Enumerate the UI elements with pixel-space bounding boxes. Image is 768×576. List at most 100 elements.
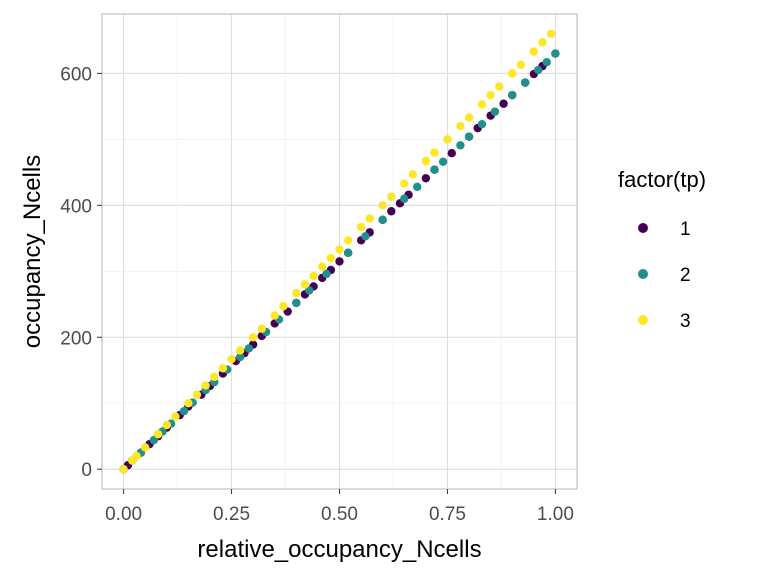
data-point — [508, 69, 517, 78]
data-point — [343, 236, 353, 245]
x-axis: 0.00 0.25 0.50 0.75 1.00 — [105, 489, 574, 525]
data-point — [335, 245, 344, 254]
legend-label: 3 — [680, 311, 691, 332]
data-point — [520, 78, 530, 87]
y-tick-label: 600 — [60, 64, 92, 85]
data-point — [335, 257, 344, 266]
data-point — [322, 269, 331, 279]
data-point — [218, 364, 228, 373]
data-point — [430, 165, 439, 174]
data-point — [171, 412, 180, 421]
data-point — [184, 399, 193, 408]
data-point — [162, 420, 171, 430]
data-point — [244, 344, 254, 353]
data-point — [400, 194, 409, 203]
data-point — [356, 222, 366, 232]
data-point — [490, 107, 500, 116]
data-point — [516, 60, 526, 69]
data-point — [421, 174, 431, 183]
x-tick-label: 0.00 — [105, 504, 142, 525]
y-tick-label: 200 — [60, 328, 92, 349]
x-tick-label: 1.00 — [537, 504, 574, 525]
data-point — [477, 119, 487, 129]
data-point — [361, 232, 370, 241]
data-point — [210, 372, 219, 382]
data-point — [235, 352, 245, 362]
data-point — [529, 47, 539, 56]
legend-key — [638, 315, 648, 325]
data-point — [408, 170, 418, 179]
data-point — [542, 57, 551, 67]
legend-entries: 1 2 3 — [638, 219, 691, 332]
data-point — [378, 215, 387, 225]
data-point — [477, 100, 487, 109]
data-point — [248, 333, 258, 342]
legend-label: 1 — [680, 219, 691, 240]
data-point — [192, 390, 202, 399]
x-axis-label: relative_occupancy_Ncells — [197, 536, 481, 563]
data-point — [292, 298, 301, 308]
data-point — [257, 324, 266, 333]
data-point — [132, 451, 141, 461]
data-point — [179, 406, 189, 416]
major-gridlines — [102, 14, 577, 489]
data-point — [551, 49, 560, 58]
legend-key — [638, 223, 648, 233]
data-point — [318, 262, 327, 271]
data-point — [326, 253, 336, 263]
data-point — [447, 149, 456, 158]
data-point — [119, 465, 128, 474]
legend-item-1: 1 — [638, 219, 691, 240]
data-point — [430, 148, 439, 157]
data-point — [149, 435, 159, 445]
data-point — [400, 179, 409, 188]
data-point — [495, 82, 504, 91]
series-3 — [119, 29, 556, 474]
data-point — [538, 38, 547, 47]
data-point — [413, 182, 422, 192]
data-point — [201, 381, 210, 390]
legend-key — [638, 269, 648, 279]
data-point — [378, 201, 387, 210]
legend-label: 2 — [680, 265, 691, 286]
series-2 — [119, 49, 560, 474]
x-tick-label: 0.25 — [213, 504, 250, 525]
data-point — [499, 99, 508, 108]
legend-item-3: 3 — [638, 311, 691, 332]
data-points — [119, 29, 560, 474]
data-point — [235, 346, 245, 355]
data-point — [486, 90, 495, 100]
data-point — [464, 132, 474, 141]
data-point — [305, 286, 314, 295]
data-point — [533, 65, 543, 75]
data-point — [309, 271, 318, 281]
data-point — [279, 302, 288, 311]
data-point — [292, 288, 301, 298]
data-point — [387, 207, 396, 216]
data-point — [300, 280, 310, 289]
legend-title: factor(tp) — [618, 167, 706, 192]
x-tick-label: 0.75 — [429, 504, 466, 525]
y-tick-label: 400 — [60, 196, 92, 217]
data-point — [438, 157, 448, 166]
y-axis: 0 200 400 600 — [60, 64, 102, 481]
data-point — [456, 121, 465, 131]
data-point — [546, 29, 556, 38]
data-point — [153, 430, 163, 439]
y-tick-label: 0 — [81, 460, 92, 481]
data-point — [365, 214, 374, 223]
data-point — [456, 141, 465, 150]
y-axis-label: occupancy_Ncells — [19, 155, 46, 348]
data-point — [140, 443, 150, 452]
data-point — [443, 135, 452, 144]
data-point — [464, 113, 474, 122]
legend: factor(tp) 1 2 3 — [618, 167, 706, 332]
data-point — [227, 354, 236, 364]
x-tick-label: 0.50 — [321, 504, 358, 525]
data-point — [270, 311, 279, 320]
data-point — [343, 248, 353, 258]
data-point — [421, 156, 431, 166]
data-point — [508, 90, 517, 100]
legend-item-2: 2 — [638, 265, 691, 286]
